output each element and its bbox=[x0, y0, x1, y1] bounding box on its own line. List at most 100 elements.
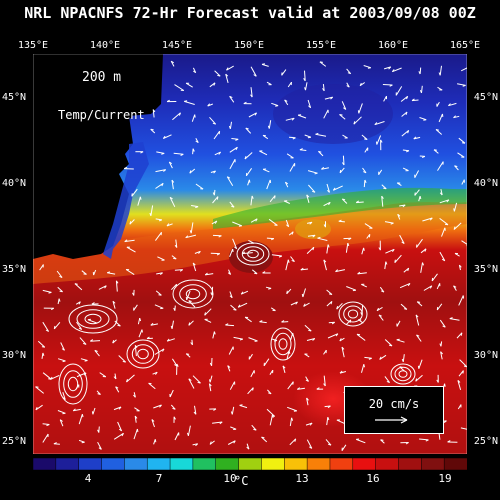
current-arrow-head bbox=[233, 440, 236, 444]
current-arrow-head bbox=[317, 236, 321, 239]
current-arrow-head bbox=[148, 382, 152, 385]
current-arrow bbox=[229, 291, 233, 298]
current-arrow bbox=[374, 121, 385, 126]
current-arrow-head bbox=[390, 222, 394, 225]
current-arrow bbox=[229, 201, 235, 208]
current-arrow-head bbox=[171, 179, 175, 183]
current-arrow bbox=[150, 323, 158, 326]
current-arrow bbox=[382, 84, 393, 86]
current-arrow bbox=[322, 84, 325, 91]
current-arrow bbox=[173, 152, 184, 155]
current-arrow bbox=[261, 63, 269, 67]
current-arrow bbox=[381, 196, 384, 207]
current-arrow bbox=[319, 61, 327, 67]
current-arrow-head bbox=[355, 200, 360, 204]
eddy-streamline bbox=[67, 376, 79, 392]
current-arrow-head bbox=[335, 269, 339, 272]
current-arrow-head bbox=[152, 109, 156, 113]
current-arrow bbox=[324, 96, 333, 100]
current-arrow bbox=[78, 414, 83, 425]
current-arrow-head bbox=[463, 365, 468, 368]
current-arrow-head bbox=[460, 332, 463, 336]
current-arrow bbox=[396, 320, 401, 327]
current-arrow-head bbox=[363, 364, 365, 368]
current-arrow-head bbox=[48, 291, 52, 294]
current-arrow-head bbox=[380, 290, 385, 293]
current-arrow-head bbox=[446, 199, 450, 203]
current-arrow-head bbox=[98, 447, 102, 450]
current-arrow bbox=[363, 65, 371, 69]
current-arrow bbox=[385, 248, 395, 254]
current-arrow-head bbox=[133, 394, 136, 398]
current-arrow-head bbox=[306, 194, 310, 198]
current-arrow-head bbox=[209, 383, 212, 387]
current-arrow bbox=[290, 256, 295, 262]
current-arrow-head bbox=[123, 166, 128, 170]
current-arrow-head bbox=[166, 338, 170, 342]
current-arrow bbox=[107, 272, 116, 275]
current-arrow bbox=[364, 356, 372, 359]
current-arrow-head bbox=[316, 387, 320, 390]
current-arrow bbox=[229, 96, 235, 103]
current-arrow bbox=[251, 424, 257, 431]
current-arrow-head bbox=[380, 439, 384, 441]
current-arrow-head bbox=[118, 428, 122, 432]
eddy-streamline bbox=[137, 348, 149, 360]
current-arrow bbox=[413, 136, 421, 140]
current-arrow bbox=[80, 358, 88, 361]
current-arrow bbox=[42, 321, 50, 332]
current-arrow-head bbox=[417, 301, 421, 303]
current-arrow-head bbox=[112, 340, 115, 344]
current-arrow-head bbox=[448, 103, 451, 107]
current-arrow-head bbox=[439, 192, 443, 196]
current-arrow-head bbox=[336, 306, 339, 310]
current-arrow bbox=[250, 218, 258, 223]
current-arrow-head bbox=[189, 170, 192, 174]
current-arrow bbox=[87, 319, 98, 324]
current-arrow-head bbox=[121, 433, 124, 437]
current-arrow-head bbox=[213, 331, 216, 335]
current-arrow-head bbox=[285, 181, 289, 185]
current-arrow-head bbox=[429, 217, 433, 221]
current-arrow-head bbox=[240, 291, 244, 295]
current-arrow-head bbox=[83, 342, 87, 345]
current-arrow-head bbox=[213, 170, 216, 174]
current-arrow bbox=[411, 99, 419, 102]
current-arrow bbox=[378, 314, 384, 321]
current-arrow bbox=[171, 320, 174, 329]
current-arrow bbox=[419, 67, 422, 75]
current-arrow bbox=[341, 444, 347, 451]
eddy-streamline bbox=[84, 313, 102, 325]
current-arrow-head bbox=[353, 121, 356, 125]
current-arrow-head bbox=[41, 346, 45, 348]
current-arrow bbox=[364, 223, 373, 229]
eddy-streamline bbox=[126, 339, 160, 369]
current-arrow bbox=[438, 113, 443, 123]
lat-label-left: 40°N bbox=[2, 178, 27, 189]
current-arrow-head bbox=[419, 90, 422, 94]
current-arrow-head bbox=[415, 314, 419, 318]
colorbar bbox=[33, 458, 467, 470]
current-arrow-head bbox=[170, 325, 173, 329]
current-arrow bbox=[353, 116, 362, 125]
current-arrow bbox=[163, 134, 172, 139]
current-arrow-head bbox=[303, 303, 306, 307]
current-arrow bbox=[376, 135, 382, 145]
current-arrow bbox=[325, 439, 332, 446]
current-arrow bbox=[153, 404, 162, 409]
eddy-streamline bbox=[179, 284, 207, 304]
colorbar-swatch bbox=[352, 458, 377, 470]
current-arrow-head bbox=[248, 179, 251, 183]
current-arrow-head bbox=[124, 239, 128, 243]
current-arrow bbox=[192, 262, 197, 272]
current-arrow-head bbox=[294, 438, 297, 442]
current-arrow-head bbox=[254, 272, 258, 275]
lat-label-right: 35°N bbox=[473, 264, 498, 275]
current-arrow bbox=[307, 170, 318, 174]
eddy-streamline bbox=[398, 370, 408, 378]
current-arrow bbox=[73, 408, 81, 412]
current-arrow bbox=[287, 381, 294, 390]
current-arrow-head bbox=[169, 196, 173, 200]
current-arrow bbox=[345, 243, 349, 253]
current-arrow-head bbox=[342, 198, 346, 201]
